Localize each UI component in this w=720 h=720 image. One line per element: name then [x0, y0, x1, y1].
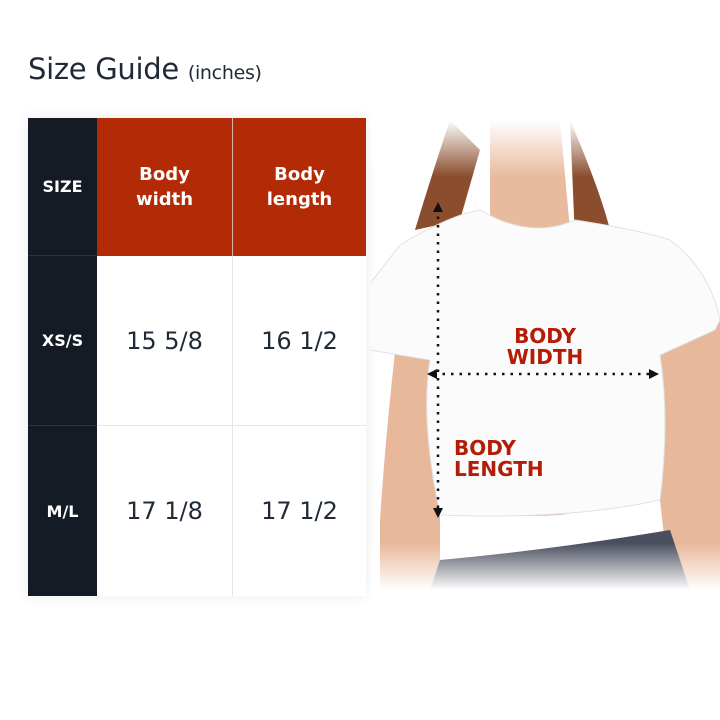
arrow-down-icon — [433, 508, 443, 518]
row-body-length: 17 1/2 — [233, 426, 366, 596]
size-table: SIZE Body width Body length XS/S 15 5/8 … — [28, 118, 366, 596]
arrow-left-icon — [427, 369, 437, 379]
title-unit: (inches) — [187, 62, 262, 84]
arrow-right-icon — [649, 369, 659, 379]
row-body-width: 15 5/8 — [97, 256, 233, 426]
body-length-label: BODY LENGTH — [454, 436, 544, 481]
page-title: Size Guide (inches) — [28, 52, 262, 86]
row-body-width: 17 1/8 — [97, 426, 233, 596]
title-main: Size Guide — [28, 52, 179, 86]
body-width-label: BODY WIDTH — [506, 324, 584, 369]
header-size: SIZE — [28, 118, 97, 256]
model-figure — [364, 120, 720, 590]
arrow-up-icon — [433, 202, 443, 212]
model-illustration: BODY WIDTH BODY LENGTH — [364, 120, 720, 590]
row-body-length: 16 1/2 — [233, 256, 366, 426]
header-body-width: Body width — [97, 118, 233, 256]
row-size: M/L — [28, 426, 97, 596]
row-size: XS/S — [28, 256, 97, 426]
header-body-length: Body length — [233, 118, 366, 256]
